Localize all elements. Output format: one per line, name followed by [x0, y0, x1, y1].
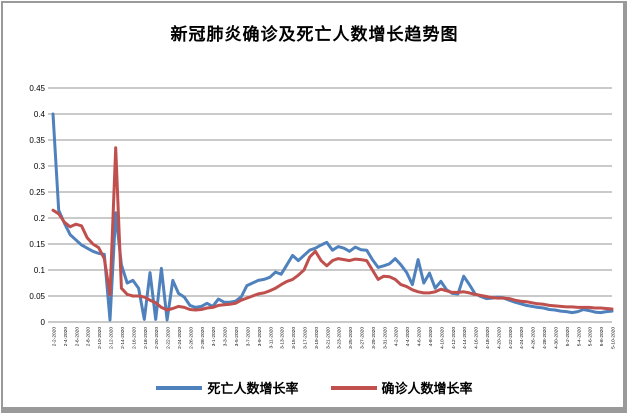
x-tick-label: 3-31-2020: [382, 327, 388, 349]
x-tick-label: 3-13-2020: [280, 327, 286, 349]
x-tick-label: 4-4-2020: [405, 327, 411, 347]
x-tick-label: 4-30-2020: [553, 327, 559, 349]
x-tick-label: 3-17-2020: [302, 327, 308, 349]
y-tick-label: 0: [41, 318, 46, 327]
death-rate-line: [51, 112, 614, 322]
x-tick-label: 2-14-2020: [120, 327, 126, 349]
x-tick-label: 2-10-2020: [97, 327, 103, 349]
legend-label-confirmed-rate: 确诊人数增长率: [381, 381, 473, 396]
confirmed-rate-line: [51, 146, 614, 312]
confirmed-rate-line-swatch: [330, 385, 377, 390]
x-tick-label: 2-12-2020: [109, 327, 115, 349]
x-tick-label: 5-4-2020: [576, 327, 582, 347]
x-tick-label: 3-29-2020: [371, 327, 377, 349]
x-tick-label: 3-15-2020: [291, 327, 297, 349]
x-tick-label: 4-24-2020: [519, 327, 525, 349]
legend-item-confirmed-rate: 确诊人数增长率: [330, 378, 473, 397]
x-tick-label: 5-2-2020: [565, 327, 571, 347]
y-tick-label: 0.2: [34, 214, 46, 223]
x-tick-label: 5-10-2020: [611, 327, 617, 349]
x-tick-label: 4-28-2020: [542, 327, 548, 349]
chart-title: 新冠肺炎确诊及死亡人数增长趋势图: [170, 25, 459, 44]
x-tick-label: 2-22-2020: [166, 327, 172, 349]
x-tick-label: 4-12-2020: [451, 327, 457, 349]
x-tick-label: 4-14-2020: [462, 327, 468, 349]
y-tick-label: 0.45: [29, 84, 45, 93]
x-tick-label: 2-16-2020: [131, 327, 137, 349]
death-rate-line-swatch: [156, 385, 203, 390]
legend: 死亡人数增长率 确诊人数增长率: [0, 378, 629, 397]
y-tick-label: 0.1: [34, 266, 46, 275]
legend-item-death-rate: 死亡人数增长率: [156, 378, 299, 397]
x-tick-label: 4-10-2020: [439, 327, 445, 349]
x-tick-label: 4-26-2020: [531, 327, 537, 349]
x-tick-label: 4-8-2020: [428, 327, 434, 347]
x-tick-label: 3-5-2020: [234, 327, 240, 347]
x-tick-label: 2-18-2020: [143, 327, 149, 349]
x-tick-label: 2-26-2020: [188, 327, 194, 349]
x-tick-label: 3-11-2020: [268, 327, 274, 349]
x-tick-label: 3-25-2020: [348, 327, 354, 349]
y-tick-label: 0.3: [34, 162, 46, 171]
x-tick-label: 2-28-2020: [200, 327, 206, 349]
x-tick-label: 3-23-2020: [337, 327, 343, 349]
y-tick-label: 0.35: [29, 136, 45, 145]
x-tick-label: 3-9-2020: [257, 327, 263, 347]
x-tick-label: 2-6-2020: [74, 327, 80, 347]
x-tick-label: 5-8-2020: [599, 327, 605, 347]
x-tick-label: 2-2-2020: [52, 327, 58, 347]
y-tick-label: 0.25: [29, 188, 45, 197]
x-tick-label: 5-6-2020: [588, 327, 594, 347]
x-tick-label: 2-8-2020: [86, 327, 92, 347]
x-tick-label: 3-3-2020: [223, 327, 229, 347]
x-tick-label: 3-19-2020: [314, 327, 320, 349]
y-tick-label: 0.05: [29, 292, 45, 301]
x-tick-label: 4-16-2020: [474, 327, 480, 349]
x-tick-label: 4-2-2020: [394, 327, 400, 347]
x-tick-label: 3-1-2020: [211, 327, 217, 347]
x-tick-label: 4-20-2020: [496, 327, 502, 349]
x-tick-label: 4-18-2020: [485, 327, 491, 349]
x-tick-label: 3-21-2020: [325, 327, 331, 349]
y-tick-label: 0.15: [29, 240, 45, 249]
x-tick-label: 2-20-2020: [154, 327, 160, 349]
x-tick-label: 4-6-2020: [417, 327, 423, 347]
x-tick-label: 4-22-2020: [508, 327, 514, 349]
x-tick-label: 3-27-2020: [360, 327, 366, 349]
legend-label-death-rate: 死亡人数增长率: [207, 381, 299, 396]
x-tick-label: 2-4-2020: [63, 327, 69, 347]
y-tick-label: 0.4: [34, 110, 46, 119]
x-tick-label: 3-7-2020: [245, 327, 251, 347]
x-tick-label: 2-24-2020: [177, 327, 183, 349]
